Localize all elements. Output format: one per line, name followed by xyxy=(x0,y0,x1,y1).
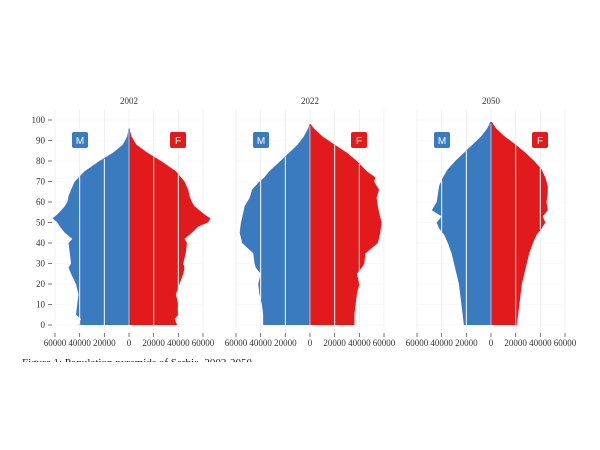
male-badge xyxy=(253,132,269,148)
y-tick-label: 70 xyxy=(36,177,46,187)
x-tick-label: 40000 xyxy=(167,338,190,348)
x-tick-label: 60000 xyxy=(225,338,248,348)
x-tick-label: 40000 xyxy=(430,338,453,348)
x-tick-label: 40000 xyxy=(348,338,371,348)
male-badge-label: M xyxy=(438,136,446,147)
figure-caption: Figure 1: Population pyramids of Serbia,… xyxy=(22,352,582,362)
x-tick-label: 20000 xyxy=(142,338,165,348)
female-series-area xyxy=(310,124,382,325)
y-tick-label: 50 xyxy=(36,218,46,228)
x-tick-label: 20000 xyxy=(323,338,346,348)
female-badge-label: F xyxy=(356,136,362,147)
x-tick-label: 40000 xyxy=(249,338,272,348)
female-badge xyxy=(532,132,548,148)
x-tick-label: 60000 xyxy=(373,338,396,348)
x-tick-label: 20000 xyxy=(274,338,297,348)
panel-title: 2050 xyxy=(482,96,501,106)
y-tick-label: 100 xyxy=(32,115,46,125)
female-series-area xyxy=(129,128,211,325)
male-series-area xyxy=(52,128,129,325)
male-series-area xyxy=(431,122,491,325)
y-tick-label: 30 xyxy=(36,259,46,269)
male-badge-label: M xyxy=(76,136,84,147)
female-badge xyxy=(170,132,186,148)
male-badge xyxy=(72,132,88,148)
male-badge xyxy=(434,132,450,148)
x-tick-label: 0 xyxy=(127,338,132,348)
x-tick-label: 0 xyxy=(489,338,494,348)
panel-title: 2022 xyxy=(301,96,319,106)
y-tick-label: 90 xyxy=(36,136,46,146)
x-tick-label: 40000 xyxy=(529,338,552,348)
y-tick-label: 80 xyxy=(36,156,46,166)
y-tick-label: 40 xyxy=(36,238,46,248)
x-tick-label: 60000 xyxy=(192,338,215,348)
x-tick-label: 20000 xyxy=(504,338,527,348)
x-tick-label: 40000 xyxy=(68,338,91,348)
x-tick-label: 20000 xyxy=(455,338,478,348)
male-series-area xyxy=(239,124,310,325)
x-tick-label: 60000 xyxy=(554,338,577,348)
panel-title: 2002 xyxy=(120,96,138,106)
female-badge xyxy=(351,132,367,148)
x-tick-label: 0 xyxy=(308,338,313,348)
x-tick-label: 20000 xyxy=(93,338,116,348)
y-tick-label: 20 xyxy=(36,279,46,289)
x-tick-label: 60000 xyxy=(406,338,429,348)
female-badge-label: F xyxy=(537,136,543,147)
y-tick-label: 0 xyxy=(41,320,46,330)
x-tick-label: 60000 xyxy=(44,338,67,348)
male-badge-label: M xyxy=(257,136,265,147)
y-tick-label: 60 xyxy=(36,197,46,207)
y-tick-label: 10 xyxy=(36,300,46,310)
female-series-area xyxy=(491,122,548,325)
female-badge-label: F xyxy=(175,136,181,147)
